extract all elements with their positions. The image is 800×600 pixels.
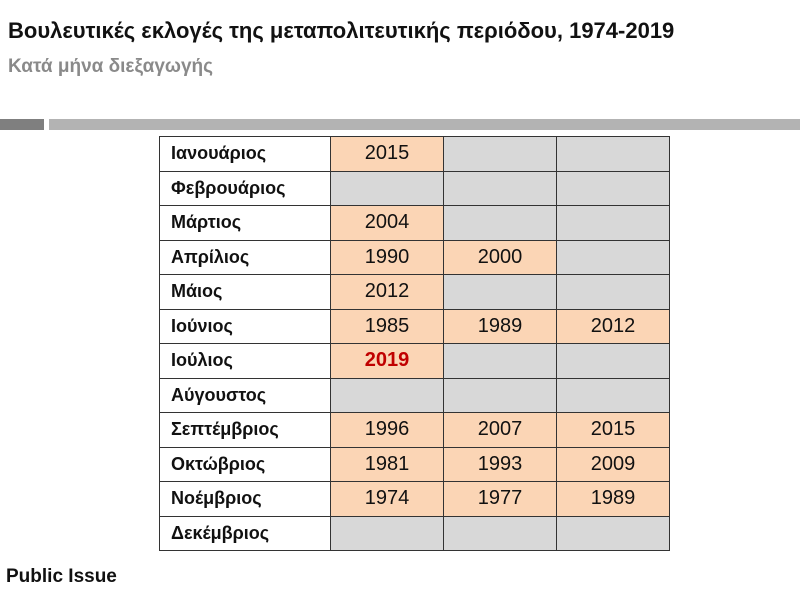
empty-cell [556, 377, 670, 413]
month-cell: Απρίλιος [159, 239, 331, 275]
empty-cell [443, 205, 557, 241]
month-cell: Νοέμβριος [159, 481, 331, 517]
month-cell: Δεκέμβριος [159, 515, 331, 551]
empty-cell [330, 170, 444, 206]
empty-cell [443, 136, 557, 172]
election-year-cell: 2000 [443, 239, 557, 275]
empty-cell [443, 170, 557, 206]
election-year-cell: 2012 [556, 308, 670, 344]
empty-cell [556, 515, 670, 551]
table-row: Οκτώβριος 1981 1993 2009 [159, 446, 670, 482]
empty-cell [556, 274, 670, 310]
month-cell: Ιούλιος [159, 343, 331, 379]
election-year-cell: 1989 [556, 481, 670, 517]
election-year-cell: 2009 [556, 446, 670, 482]
source-label: Public Issue [6, 566, 117, 587]
elections-table: Ιανουάριος 2015 Φεβρουάριος Μάρτιος 2004 Απρί… [159, 136, 670, 551]
chart-title: Βουλευτικές εκλογές της μεταπολιτευτικής… [8, 18, 675, 43]
empty-cell [556, 343, 670, 379]
election-year-cell: 2004 [330, 205, 444, 241]
empty-cell [556, 136, 670, 172]
chart-subtitle: Κατά μήνα διεξαγωγής [8, 56, 214, 77]
table-row: Ιούνιος 1985 1989 2012 [159, 308, 670, 344]
month-cell: Μάιος [159, 274, 331, 310]
empty-cell [443, 343, 557, 379]
table-row: Σεπτέμβριος 1996 2007 2015 [159, 412, 670, 448]
month-cell: Ιούνιος [159, 308, 331, 344]
table-row: Απρίλιος 1990 2000 [159, 239, 670, 275]
table-row: Φεβρουάριος [159, 170, 670, 206]
empty-cell [443, 515, 557, 551]
election-year-cell: 1996 [330, 412, 444, 448]
month-cell: Μάρτιος [159, 205, 331, 241]
table-row: Δεκέμβριος [159, 515, 670, 551]
empty-cell [556, 170, 670, 206]
table-row: Ιούλιος 2019 [159, 343, 670, 379]
month-cell: Ιανουάριος [159, 136, 331, 172]
election-year-cell: 2012 [330, 274, 444, 310]
election-year-cell: 2007 [443, 412, 557, 448]
election-year-cell: 1974 [330, 481, 444, 517]
month-cell: Αύγουστος [159, 377, 331, 413]
election-year-cell: 1981 [330, 446, 444, 482]
election-year-cell: 1977 [443, 481, 557, 517]
election-year-cell: 2015 [556, 412, 670, 448]
election-year-cell: 2019 [330, 343, 444, 379]
table-row: Μάρτιος 2004 [159, 205, 670, 241]
empty-cell [330, 515, 444, 551]
empty-cell [443, 377, 557, 413]
month-cell: Σεπτέμβριος [159, 412, 331, 448]
election-year-cell: 2015 [330, 136, 444, 172]
empty-cell [556, 239, 670, 275]
empty-cell [556, 205, 670, 241]
election-year-cell: 1993 [443, 446, 557, 482]
empty-cell [330, 377, 444, 413]
table-row: Μάιος 2012 [159, 274, 670, 310]
empty-cell [443, 274, 557, 310]
election-year-cell: 1989 [443, 308, 557, 344]
month-cell: Οκτώβριος [159, 446, 331, 482]
table-row: Αύγουστος [159, 377, 670, 413]
table-row: Νοέμβριος 1974 1977 1989 [159, 481, 670, 517]
divider-bar [49, 119, 800, 130]
month-cell: Φεβρουάριος [159, 170, 331, 206]
election-year-cell: 1990 [330, 239, 444, 275]
table-row: Ιανουάριος 2015 [159, 136, 670, 172]
divider-accent [0, 119, 44, 130]
election-year-cell: 1985 [330, 308, 444, 344]
